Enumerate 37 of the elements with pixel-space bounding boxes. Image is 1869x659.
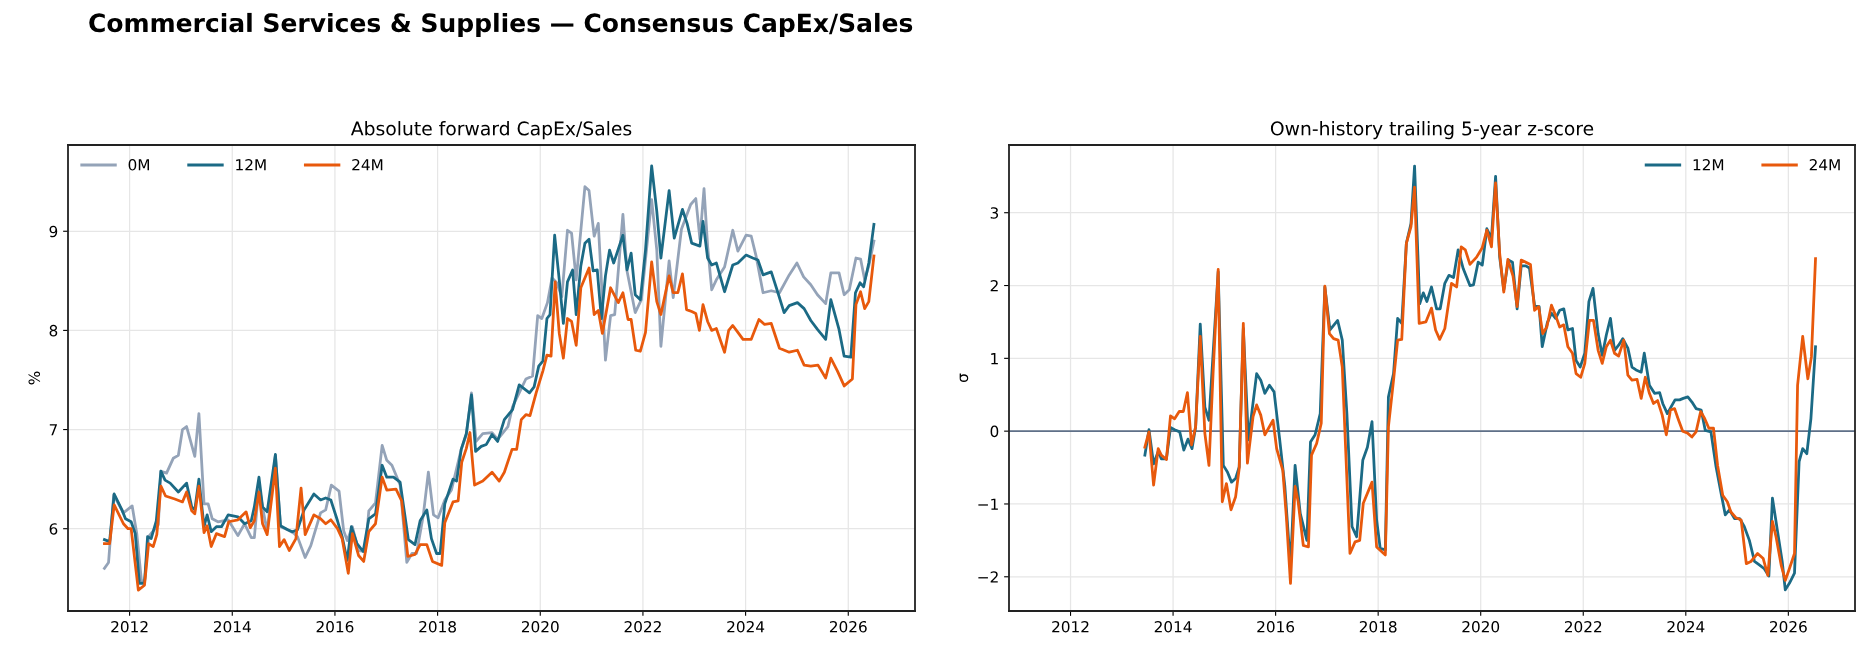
x-tick-label: 2026 (1770, 620, 1807, 633)
x-tick-label: 2014 (1154, 620, 1192, 633)
y-axis-title: % (28, 371, 41, 385)
legend-label: 24M (1809, 159, 1840, 171)
x-tick-label: 2024 (1667, 620, 1705, 633)
y-axis-title: σ (959, 373, 969, 382)
x-tick-label: 2018 (419, 620, 456, 633)
x-tick-label: 2014 (213, 620, 251, 633)
x-tick-label: 2024 (727, 620, 765, 633)
y-tick-label: 0 (990, 425, 999, 438)
chart-title: Own-history trailing 5-year z-score (1270, 121, 1594, 140)
y-tick-label: 7 (49, 424, 57, 436)
x-tick-label: 2018 (1359, 620, 1397, 633)
x-tick-label: 2022 (624, 620, 661, 633)
legend-label: 12M (236, 159, 266, 171)
y-tick-label: −1 (978, 498, 998, 510)
chart-title: Absolute forward CapEx/Sales (350, 121, 632, 140)
y-tick-label: 1 (991, 353, 998, 365)
x-tick-label: 2020 (1462, 620, 1500, 633)
x-tick-label: 2022 (1564, 620, 1602, 633)
line-series (103, 254, 876, 592)
text: Commercial Services & Supplies — Consensus CapEx/Sales (89, 12, 913, 38)
x-tick-label: 2012 (1052, 620, 1089, 633)
y-tick-label: 9 (49, 225, 58, 238)
x-tick-label: 2016 (316, 620, 354, 633)
legend-label: 24M (352, 159, 383, 171)
y-tick-label: 8 (49, 324, 58, 337)
x-tick-label: 2020 (521, 620, 559, 633)
x-tick-label: 2012 (111, 620, 148, 633)
y-tick-label: 3 (990, 207, 999, 219)
legend-label: 12M (1693, 159, 1724, 171)
legend-label: 0M (128, 159, 149, 171)
x-tick-label: 2026 (829, 620, 867, 633)
y-tick-label: 6 (49, 523, 58, 535)
x-tick-label: 2016 (1257, 620, 1295, 633)
y-tick-label: −2 (978, 571, 998, 583)
y-tick-label: 2 (990, 279, 998, 292)
